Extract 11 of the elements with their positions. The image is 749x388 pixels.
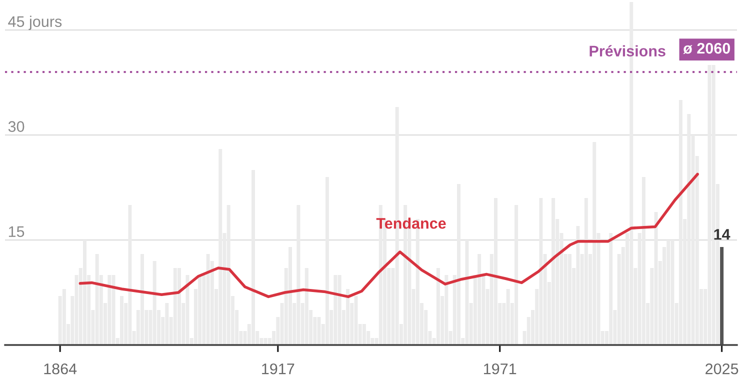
- data-label: 14: [714, 229, 730, 240]
- y-tick-label: 30: [8, 121, 24, 132]
- text: Tendance: [376, 218, 446, 229]
- x-tick-label: 1864: [44, 363, 77, 374]
- x-tick-label: 2025: [706, 363, 738, 374]
- annotation: ø 2060: [683, 42, 730, 54]
- x-tick-label: 1971: [484, 363, 516, 374]
- x-tick-label: 1917: [262, 363, 294, 374]
- y-tick-label: 45 jours: [8, 16, 62, 30]
- legend-label: Prévisions: [590, 45, 666, 56]
- y-tick-label: 15: [8, 226, 24, 237]
